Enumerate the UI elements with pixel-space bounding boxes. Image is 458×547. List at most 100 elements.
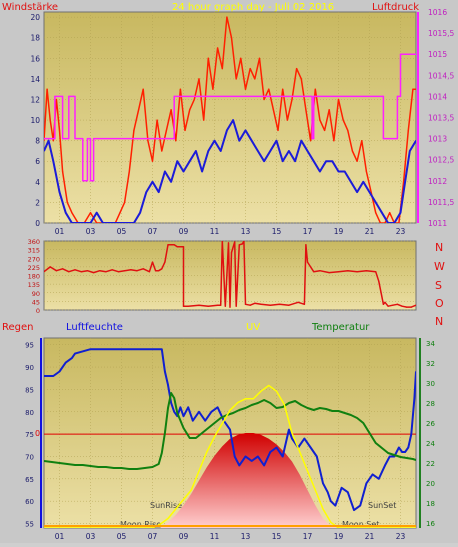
climate-point-uv (175, 508, 177, 510)
temperature-axis-bar (419, 338, 421, 528)
wind-point-pressure (62, 95, 64, 97)
wind-point-gust (161, 150, 163, 152)
temperature-tick-label: 20 (426, 480, 435, 488)
direction-point (224, 305, 226, 307)
climate-point-uv (268, 384, 270, 387)
wind-point-average (409, 150, 411, 152)
wind-point-gust (286, 119, 288, 121)
direction-point (396, 303, 398, 305)
direction-point (74, 269, 76, 271)
wind-point-average (127, 222, 129, 223)
climate-point-humidity (334, 505, 336, 507)
climate-point-temperature (362, 422, 364, 424)
climate-point-humidity (316, 455, 318, 458)
climate-point-temperature (213, 422, 216, 424)
wind-point-average (362, 181, 364, 183)
climate-point-temperature (144, 467, 146, 469)
climate-point-humidity (310, 446, 312, 449)
climate-point-temperature (207, 427, 209, 429)
wind-point-average (325, 160, 327, 162)
wind-point-average (89, 222, 92, 223)
direction-point (179, 246, 181, 248)
climate-point-temperature (288, 402, 290, 404)
climate-point-humidity (257, 455, 259, 458)
wind-point-gust (193, 98, 195, 101)
direction-point (392, 304, 394, 306)
direction-point (378, 280, 380, 282)
pressure-right-tick-label: 1015,5 (428, 29, 454, 38)
climate-point-humidity (347, 491, 349, 493)
direction-point (269, 304, 271, 306)
wind-left-tick-label: 0 (35, 219, 40, 228)
uv-label: UV (246, 322, 260, 333)
direction-point (117, 271, 119, 273)
climate-point-humidity (161, 348, 163, 350)
direction-point (207, 305, 209, 307)
humidity-tick-label: 85 (25, 386, 34, 394)
climate-point-humidity (120, 348, 123, 350)
climate-point-temperature (275, 407, 278, 409)
direction-point (249, 304, 251, 306)
direction-point (68, 271, 70, 273)
temperature-tick-label: 22 (426, 460, 435, 468)
direction-point (161, 268, 163, 270)
climate-point-temperature (232, 412, 234, 414)
direction-point (241, 243, 243, 245)
direction-series (44, 241, 416, 308)
wind-point-average (114, 222, 116, 223)
direction-tick-label: 180 (28, 273, 40, 281)
direction-tick-label: 225 (28, 264, 40, 272)
climate-point-humidity (52, 375, 54, 377)
wind-point-gust (137, 109, 140, 111)
climate-point-uv (229, 409, 231, 411)
climate-point-humidity (71, 357, 73, 359)
wind-point-average (158, 191, 160, 193)
climate-point-temperature (170, 392, 172, 394)
wind-point-average (189, 160, 191, 162)
wind-point-gust (175, 140, 177, 142)
wind-x-tick-label: 03 (86, 227, 96, 236)
climate-point-temperature (356, 417, 358, 419)
wind-series-pressure (44, 53, 416, 182)
climate-point-temperature (158, 463, 160, 465)
climate-point-humidity (170, 402, 172, 404)
direction-label-n-bottom: N (435, 315, 443, 328)
climate-point-temperature (58, 462, 61, 464)
climate-point-humidity (251, 460, 253, 462)
direction-tick-label: 360 (28, 238, 40, 246)
direction-point (111, 269, 113, 271)
climate-point-humidity (182, 415, 185, 417)
climate-point-temperature (257, 402, 259, 404)
wind-point-average (238, 140, 240, 142)
wind-point-pressure (382, 95, 385, 97)
direction-point (170, 244, 172, 246)
climate-point-temperature (300, 404, 302, 406)
wind-point-average (164, 170, 166, 173)
wind-point-average (263, 160, 265, 162)
wind-x-tick-label: 07 (148, 227, 158, 236)
wind-point-gust (52, 140, 54, 142)
climate-point-humidity (341, 487, 343, 489)
direction-point (254, 302, 256, 304)
wind-point-pressure (62, 138, 64, 140)
direction-point (142, 268, 144, 270)
wind-point-gust (291, 98, 293, 101)
wind-point-gust (226, 16, 228, 18)
wind-point-gust (333, 140, 335, 142)
climate-point-uv (44, 527, 45, 528)
wind-point-average (306, 150, 309, 152)
climate-point-humidity (384, 464, 386, 467)
climate-point-humidity (164, 370, 166, 373)
climate-point-uv (314, 489, 316, 491)
wind-x-tick-label: 05 (117, 227, 127, 236)
wind-point-average (350, 181, 352, 183)
wind-point-average (257, 150, 259, 152)
moonrise-annotation: Moon Rise (120, 520, 161, 529)
climate-point-temperature (201, 432, 203, 434)
wind-point-average (313, 160, 315, 162)
wind-point-pressure (54, 95, 56, 97)
direction-point (158, 270, 160, 272)
direction-point (303, 303, 305, 305)
wind-point-pressure (399, 53, 402, 55)
